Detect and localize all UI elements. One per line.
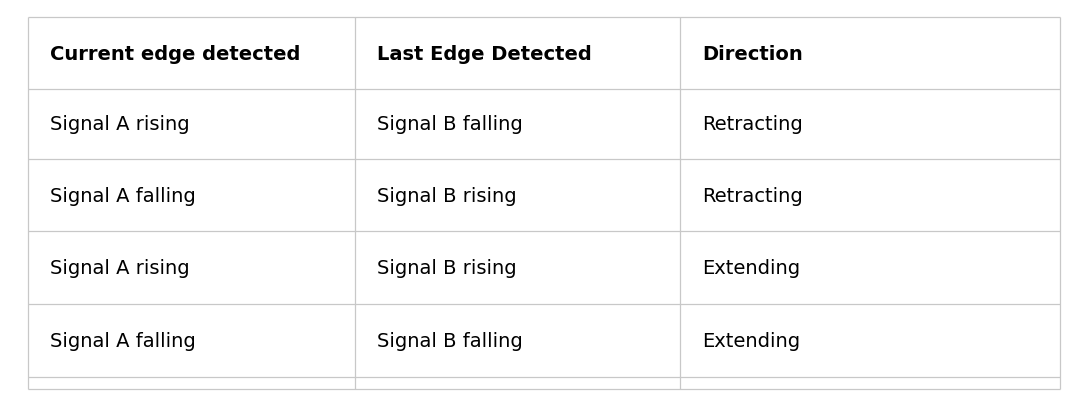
Text: Retracting: Retracting — [702, 186, 803, 205]
Text: Extending: Extending — [702, 331, 800, 350]
Text: Extending: Extending — [702, 259, 800, 277]
Text: Signal B rising: Signal B rising — [376, 186, 516, 205]
Text: Signal A falling: Signal A falling — [50, 186, 195, 205]
Text: Signal B falling: Signal B falling — [376, 331, 523, 350]
Text: Signal A falling: Signal A falling — [50, 331, 195, 350]
Text: Direction: Direction — [702, 44, 803, 63]
Text: Current edge detected: Current edge detected — [50, 44, 301, 63]
Text: Signal B rising: Signal B rising — [376, 259, 516, 277]
Text: Signal A rising: Signal A rising — [50, 259, 190, 277]
Text: Last Edge Detected: Last Edge Detected — [376, 44, 591, 63]
Text: Signal B falling: Signal B falling — [376, 115, 523, 134]
Text: Signal A rising: Signal A rising — [50, 115, 190, 134]
Text: Retracting: Retracting — [702, 115, 803, 134]
